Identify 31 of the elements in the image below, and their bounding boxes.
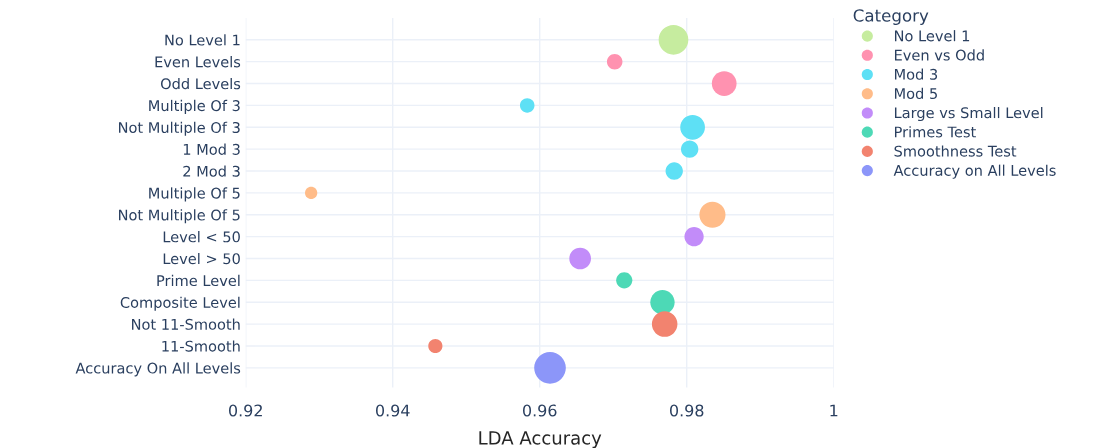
y-tick-label: Multiple Of 3: [149, 99, 240, 114]
y-tick-label: Level > 50: [163, 252, 240, 265]
y-tick-label: Composite Level: [120, 296, 240, 311]
x-tick-label: 0.94: [376, 404, 410, 417]
x-tick-label: 0.98: [669, 404, 704, 417]
x-tick-label: 0.96: [523, 404, 557, 417]
legend-title: Category: [853, 9, 929, 25]
y-tick-label: Not 11-Smooth: [132, 318, 240, 330]
legend-label: No Level 1: [894, 30, 970, 42]
legend-label: Smoothness Test: [894, 145, 1017, 157]
x-tick-label: 0.92: [229, 404, 262, 417]
y-tick-label: Even Levels: [155, 56, 241, 68]
x-axis-title: LDA Accuracy: [479, 431, 602, 448]
legend-label: Mod 5: [894, 87, 937, 100]
legend-label: Mod 3: [894, 68, 938, 80]
y-tick-label: Odd Levels: [160, 77, 241, 90]
y-tick-label: Level < 50: [163, 231, 240, 243]
legend-label: Accuracy on All Levels: [893, 164, 1056, 179]
y-tick-label: Not Multiple Of 5: [119, 209, 240, 224]
y-tick-label: 2 Mod 3: [183, 165, 240, 177]
y-tick-label: Not Multiple Of 3: [119, 121, 240, 136]
y-tick-label: Multiple Of 5: [149, 187, 240, 202]
legend-label: Even vs Odd: [894, 49, 984, 61]
y-tick-label: No Level 1: [165, 34, 240, 46]
y-tick-label: Accuracy On All Levels: [75, 362, 241, 377]
y-tick-label: Prime Level: [157, 274, 240, 287]
legend-label: Large vs Small Level: [894, 106, 1043, 122]
y-tick-label: 1 Mod 3: [183, 143, 240, 155]
legend-label: Primes Test: [894, 126, 976, 138]
y-tick-label: 11-Smooth: [162, 340, 240, 352]
x-tick-label: 1: [830, 404, 838, 417]
